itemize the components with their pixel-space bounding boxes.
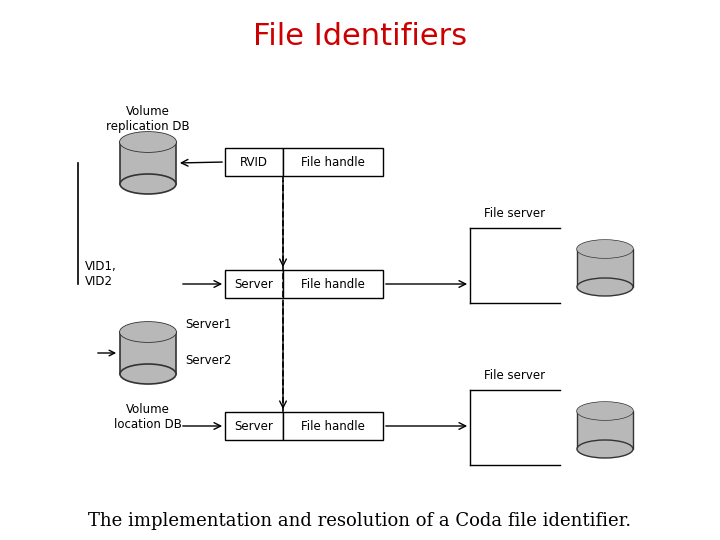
Bar — [120, 142, 176, 184]
Ellipse shape — [577, 278, 633, 296]
Text: VID1,
VID2: VID1, VID2 — [85, 260, 117, 288]
Ellipse shape — [120, 364, 176, 384]
Ellipse shape — [577, 240, 633, 258]
Bar — [577, 249, 633, 287]
Ellipse shape — [577, 402, 633, 420]
Ellipse shape — [577, 440, 633, 458]
Text: File server: File server — [485, 207, 546, 220]
Text: Volume
location DB: Volume location DB — [114, 403, 182, 431]
Text: File handle: File handle — [301, 156, 365, 168]
Bar — [120, 332, 176, 374]
Ellipse shape — [120, 132, 176, 152]
Ellipse shape — [577, 240, 633, 258]
Bar — [283, 270, 383, 298]
Bar — [283, 412, 383, 440]
Text: RVID: RVID — [240, 156, 268, 168]
Bar — [577, 411, 633, 449]
Text: Server: Server — [235, 278, 274, 291]
Ellipse shape — [120, 132, 176, 152]
Ellipse shape — [120, 174, 176, 194]
Text: File handle: File handle — [301, 420, 365, 433]
Text: Server: Server — [235, 420, 274, 433]
Text: Server1: Server1 — [185, 319, 231, 332]
Ellipse shape — [120, 322, 176, 342]
Text: File server: File server — [485, 369, 546, 382]
Text: The implementation and resolution of a Coda file identifier.: The implementation and resolution of a C… — [89, 512, 631, 530]
Ellipse shape — [120, 322, 176, 342]
Text: Server2: Server2 — [185, 354, 231, 367]
Ellipse shape — [577, 402, 633, 420]
Bar — [225, 148, 283, 176]
Text: Volume
replication DB: Volume replication DB — [106, 105, 190, 133]
Bar — [225, 270, 283, 298]
Bar — [283, 148, 383, 176]
Bar — [225, 412, 283, 440]
Text: File handle: File handle — [301, 278, 365, 291]
Text: File Identifiers: File Identifiers — [253, 22, 467, 51]
